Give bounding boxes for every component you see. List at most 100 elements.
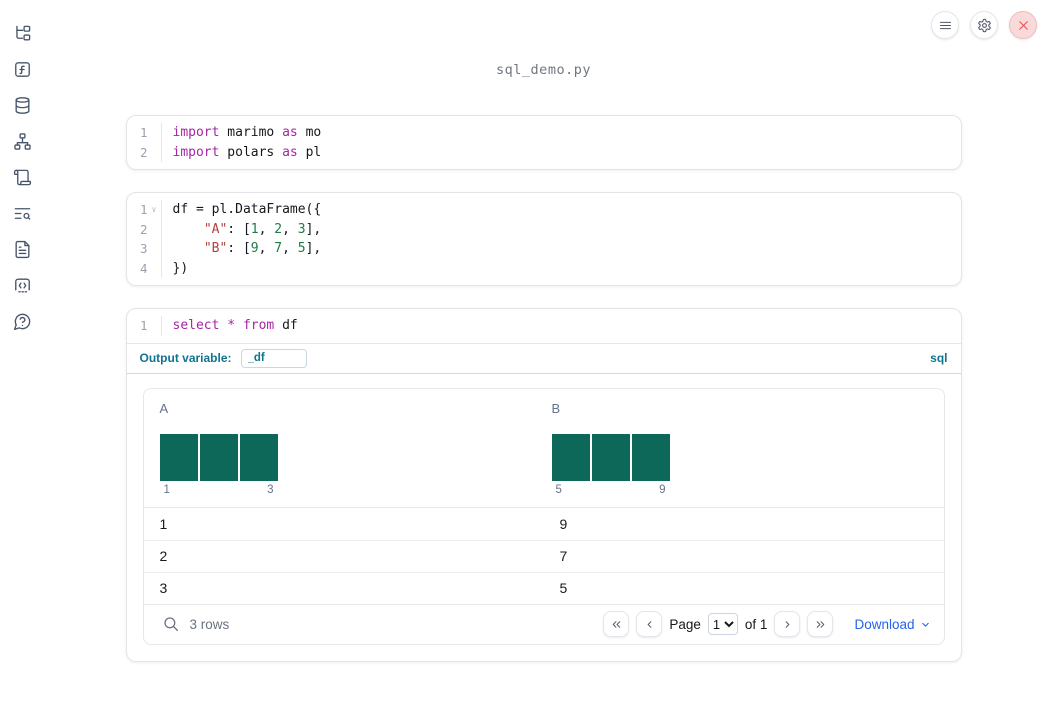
- first-page-button[interactable]: [603, 611, 630, 637]
- code-line: }): [160, 258, 961, 278]
- settings-button[interactable]: [970, 11, 998, 39]
- gear-icon: [977, 18, 991, 32]
- output-variable-bar: Output variable: sql: [126, 342, 961, 374]
- histogram-ticks: 5 9: [552, 484, 670, 496]
- next-page-button[interactable]: [774, 611, 801, 637]
- help-icon[interactable]: [12, 311, 32, 331]
- code-row[interactable]: 4}): [127, 258, 961, 279]
- chevron-right-icon: [785, 620, 790, 628]
- column-header-b[interactable]: B 5 9: [544, 401, 936, 496]
- logs-icon[interactable]: [12, 167, 32, 187]
- histogram-bar: [199, 433, 238, 481]
- fold-gutter: [148, 220, 161, 240]
- language-badge[interactable]: sql: [930, 351, 948, 365]
- line-number: 2: [139, 221, 148, 237]
- column-header-a[interactable]: A 1 3: [152, 401, 544, 496]
- code-line: import marimo as mo: [160, 123, 961, 143]
- menu-button[interactable]: [931, 11, 959, 39]
- page-label: Page: [669, 616, 701, 632]
- code-cell-imports[interactable]: 1 import marimo as mo 2 import polars as pl: [125, 115, 962, 170]
- code-row[interactable]: 1 ∨ df = pl.DataFrame({: [127, 200, 961, 220]
- notebook-filename: sql_demo.py: [496, 62, 591, 78]
- column-name: A: [159, 400, 169, 416]
- code-cell-dataframe[interactable]: 1 ∨ df = pl.DataFrame({2 "A": [1, 2, 3], 3 …: [125, 192, 962, 286]
- line-number: 4: [139, 260, 148, 276]
- sidebar: [0, 0, 44, 713]
- download-button[interactable]: Download: [854, 617, 931, 632]
- file-explorer-icon[interactable]: [12, 23, 32, 43]
- line-number: 3: [139, 241, 148, 256]
- pagination: Page 1 of 1: [603, 611, 931, 637]
- histogram-bar: [631, 433, 670, 481]
- histogram-bar: [159, 433, 198, 481]
- fold-chevron-icon[interactable]: ∨: [151, 205, 157, 214]
- code-line: df = pl.DataFrame({: [160, 200, 961, 220]
- column-histogram: [159, 433, 278, 481]
- menu-icon: [939, 21, 951, 29]
- code-editor[interactable]: 1 import marimo as mo 2 import polars as pl: [127, 116, 961, 169]
- code-row[interactable]: 1 import marimo as mo: [127, 123, 961, 143]
- chevrons-left-icon: [612, 620, 621, 628]
- fold-gutter: [148, 123, 161, 143]
- output-variable-input[interactable]: [240, 348, 307, 368]
- chevrons-right-icon: [816, 620, 825, 628]
- line-number: 1: [139, 318, 148, 333]
- line-number: 1: [139, 202, 148, 217]
- fold-gutter: [148, 259, 161, 279]
- code-line: select * from df: [160, 316, 961, 336]
- data-sources-icon[interactable]: [12, 95, 32, 115]
- shutdown-button[interactable]: [1009, 11, 1037, 39]
- snippets-icon[interactable]: [12, 275, 32, 295]
- search-logs-icon[interactable]: [12, 203, 32, 223]
- code-row[interactable]: 2 "A": [1, 2, 3],: [127, 219, 961, 240]
- notebook: sql_demo.py 1 import marimo as mo 2 import …: [44, 0, 1043, 662]
- sql-cell[interactable]: 1 select * from df Output variable: sql A: [125, 308, 962, 662]
- tick-max: 3: [267, 483, 274, 496]
- code-row[interactable]: 2 import polars as pl: [127, 142, 961, 163]
- code-editor[interactable]: 1 ∨ df = pl.DataFrame({2 "A": [1, 2, 3], 3 …: [127, 193, 961, 285]
- sql-editor[interactable]: 1 select * from df: [127, 309, 961, 343]
- topbar-controls: [931, 11, 1037, 39]
- table-cell: 3: [159, 580, 168, 596]
- cell-output: A 1 3 B 5: [127, 374, 961, 661]
- last-page-button[interactable]: [807, 611, 834, 637]
- column-name: B: [551, 400, 561, 416]
- documentation-icon[interactable]: [12, 239, 32, 259]
- histogram-bar: [551, 433, 590, 481]
- table-footer: 3 rows Page 1: [143, 603, 944, 644]
- download-label: Download: [854, 616, 915, 632]
- histogram-ticks: 1 3: [160, 484, 278, 496]
- table-cell: 5: [559, 580, 568, 596]
- code-row[interactable]: 1 select * from df: [127, 316, 961, 336]
- fold-gutter: [148, 239, 161, 259]
- tick-min: 1: [163, 483, 170, 496]
- histogram-bar: [591, 433, 630, 481]
- line-number: 1: [139, 125, 148, 140]
- search-icon[interactable]: [162, 615, 180, 633]
- dependency-graph-icon[interactable]: [12, 131, 32, 151]
- chevron-left-icon: [647, 620, 652, 628]
- table-cell: 2: [159, 548, 168, 564]
- page-select[interactable]: 1: [707, 613, 738, 635]
- fold-gutter: [148, 143, 161, 163]
- code-line: "A": [1, 2, 3],: [160, 219, 961, 239]
- tick-max: 9: [659, 483, 666, 496]
- table-cell: 7: [559, 548, 568, 564]
- page-of-label: of 1: [744, 616, 768, 632]
- histogram-bar: [239, 433, 278, 481]
- table-header: A 1 3 B 5: [143, 389, 944, 508]
- column-histogram: [551, 433, 670, 481]
- code-row[interactable]: 3 "B": [9, 7, 5],: [127, 239, 961, 259]
- chevron-down-icon: [921, 622, 929, 627]
- code-line: import polars as pl: [160, 142, 961, 162]
- fold-gutter: [148, 316, 161, 336]
- code-line: "B": [9, 7, 5],: [160, 239, 961, 259]
- output-variable-label: Output variable:: [139, 351, 232, 365]
- table-cell: 9: [559, 515, 568, 532]
- functions-icon[interactable]: [12, 59, 32, 79]
- prev-page-button[interactable]: [636, 611, 663, 637]
